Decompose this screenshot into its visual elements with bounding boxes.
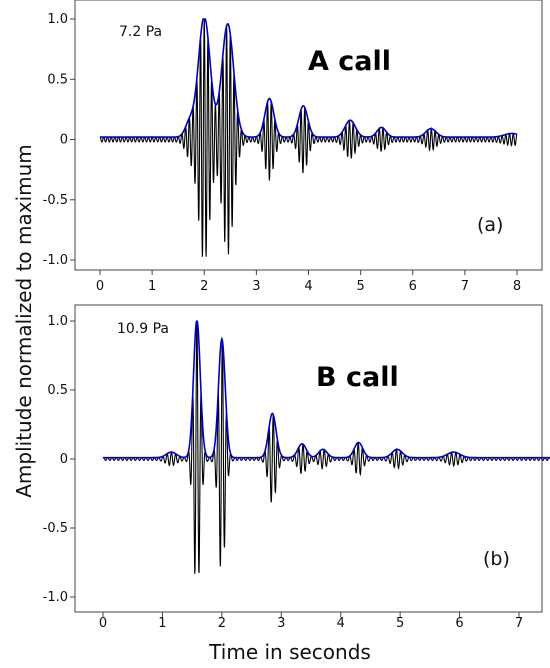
x-tick-label: 2 xyxy=(200,279,208,294)
x-tick-label: 6 xyxy=(409,279,417,294)
x-tick-label: 8 xyxy=(513,279,521,294)
panel-b-envelope xyxy=(103,319,550,459)
panel-b-y-ticks: 1.0 0.5 0 -0.5 -1.0 xyxy=(43,314,75,605)
x-tick-label: 0 xyxy=(96,279,104,294)
y-axis-label: Amplitude normalized to maximum xyxy=(12,144,36,498)
panel-b-panel-label: (b) xyxy=(483,548,510,570)
x-tick-label: 1 xyxy=(148,279,156,294)
panel-b-waveform xyxy=(102,321,550,574)
panel-a-frame xyxy=(74,0,543,271)
waveform-trace xyxy=(102,321,550,574)
y-tick-label: -1.0 xyxy=(43,590,68,605)
panel-a-panel-label: (a) xyxy=(477,214,503,236)
y-tick-label: -0.5 xyxy=(43,193,68,208)
y-tick-label: 0 xyxy=(60,452,68,467)
x-tick-label: 4 xyxy=(337,616,345,631)
x-axis-label: Time in seconds xyxy=(208,640,371,664)
x-tick-label: 2 xyxy=(218,616,226,631)
panel-a-title: A call xyxy=(308,46,391,77)
y-tick-label: -0.5 xyxy=(43,521,68,536)
x-tick-label: 4 xyxy=(304,279,312,294)
x-tick-label: 7 xyxy=(461,279,469,294)
y-tick-label: 0 xyxy=(60,133,68,148)
panel-a-y-ticks: 1.0 0.5 0 -0.5 -1.0 xyxy=(43,12,75,268)
panel-b-title: B call xyxy=(316,362,399,393)
panel-a-pressure-annotation: 7.2 Pa xyxy=(119,24,162,40)
y-tick-label: -1.0 xyxy=(43,253,68,268)
y-tick-label: 0.5 xyxy=(47,383,68,398)
x-tick-label: 6 xyxy=(455,616,463,631)
x-tick-label: 0 xyxy=(99,616,107,631)
y-tick-label: 1.0 xyxy=(47,314,68,329)
x-tick-label: 5 xyxy=(356,279,364,294)
x-tick-label: 3 xyxy=(252,279,260,294)
x-tick-label: 3 xyxy=(277,616,285,631)
panel-a-envelope xyxy=(100,18,518,138)
y-tick-label: 0.5 xyxy=(47,72,68,87)
x-tick-label: 1 xyxy=(158,616,166,631)
x-tick-label: 5 xyxy=(396,616,404,631)
panel-a-x-ticks: 0 1 2 3 4 5 6 7 8 xyxy=(96,270,521,294)
panel-b-pressure-annotation: 10.9 Pa xyxy=(117,321,169,337)
panel-b-x-ticks: 0 1 2 3 4 5 6 7 xyxy=(99,612,523,631)
y-tick-label: 1.0 xyxy=(47,12,68,27)
x-tick-label: 7 xyxy=(515,616,523,631)
